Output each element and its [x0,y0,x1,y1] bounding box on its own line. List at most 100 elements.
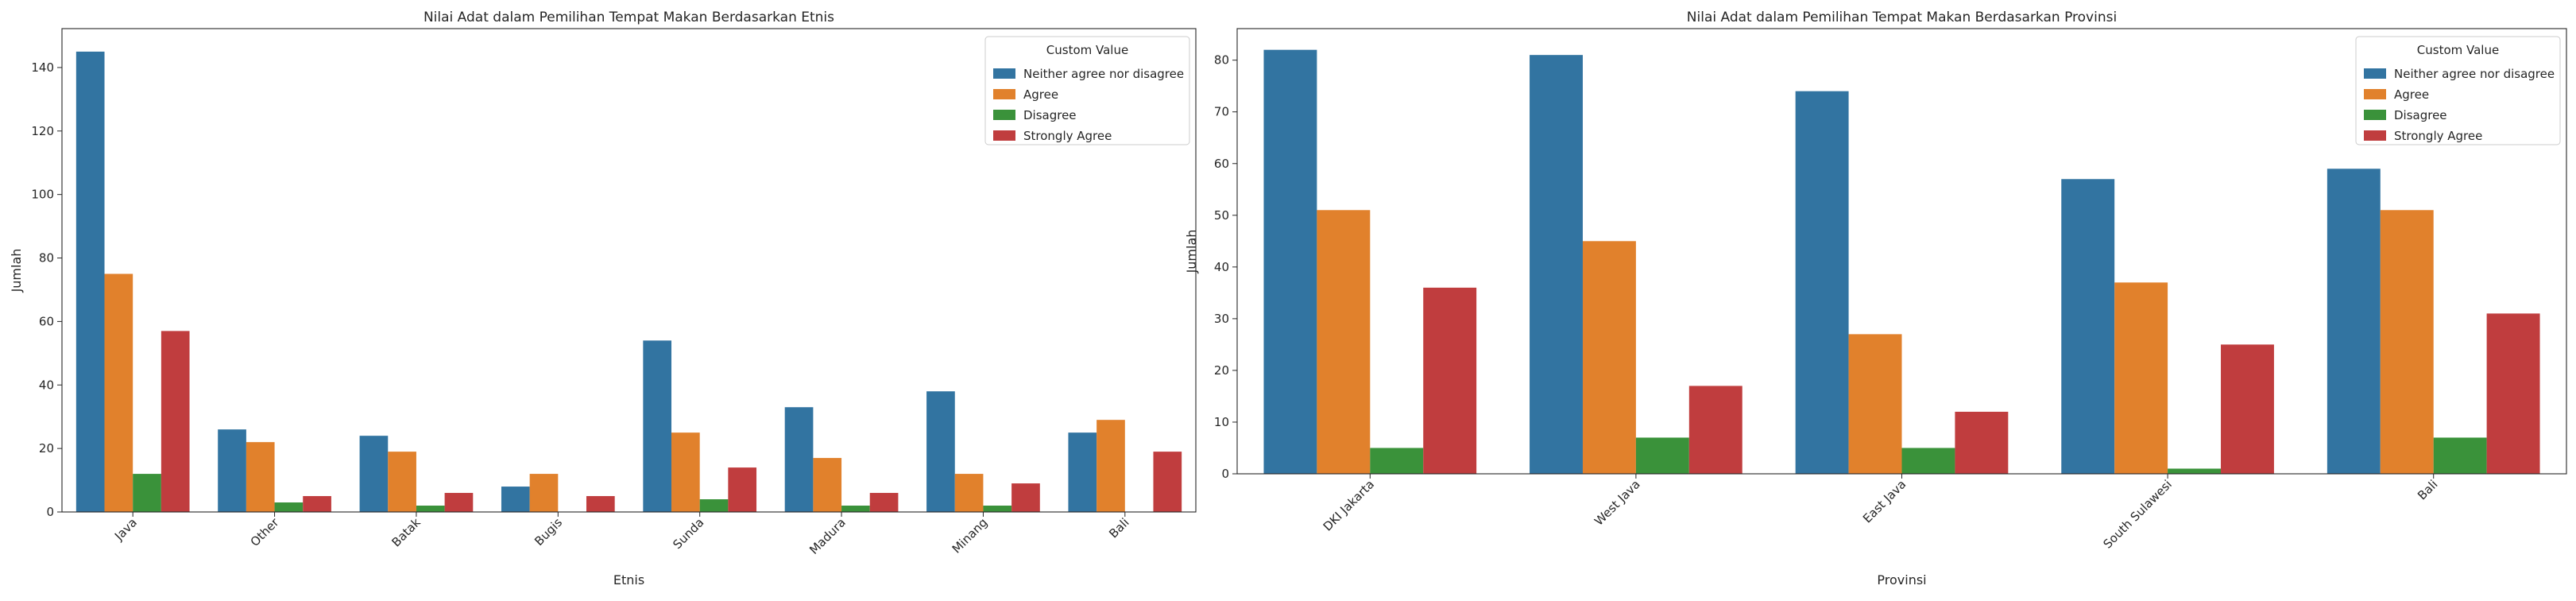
bar-batak-2 [388,452,416,512]
legend-entry: Disagree [1023,108,1077,122]
bar-minang-1 [926,391,955,512]
plot-frame [61,28,1197,513]
x-axis-label: Provinsi [1877,572,1926,587]
y-tick-label: 40 [39,378,54,392]
y-tick-label: 100 [31,188,54,202]
legend-box [2355,36,2561,145]
x-tick-label: Java [111,515,140,544]
legend: Custom Value Neither agree nor disagree Ag… [984,36,1190,145]
bar-south-sulawesi-1 [2061,179,2115,474]
bar-west-java-1 [1530,55,1583,475]
bar-other-2 [246,442,275,512]
bar-bugis-4 [586,496,615,512]
bar-east-java-4 [1955,411,2009,474]
legend-title: Custom Value [2417,43,2499,57]
legend-swatch [993,68,1015,79]
legend-swatch [2364,89,2386,99]
bars-group [75,51,1182,512]
legend: Custom Value Neither agree nor disagree Ag… [2355,36,2561,145]
bar-sunda-3 [699,499,729,512]
x-tick-label: Sunda [670,515,706,552]
legend-swatch [993,110,1015,120]
x-tick-label: South Sulawesi [2100,477,2175,552]
y-tick-label: 0 [1221,467,1229,481]
y-tick-label: 80 [39,251,54,266]
bar-madura-2 [813,458,842,512]
bar-java-4 [161,331,190,512]
y-tick-label: 120 [31,124,54,138]
bar-bali-2 [1097,420,1125,512]
bar-minang-3 [983,506,1012,512]
bar-bali-1 [2327,169,2381,474]
bar-batak-3 [416,506,445,512]
legend-entry: Neither agree nor disagree [1023,67,1184,81]
x-tick-label: Batak [389,515,424,550]
y-tick-label: 50 [1214,208,1229,223]
legend-swatch [2364,130,2386,141]
bar-other-4 [303,496,331,512]
bar-java-1 [75,51,105,512]
bar-minang-4 [1011,483,1040,512]
y-tick-label: 10 [1214,415,1229,429]
legend-entry: Disagree [2394,108,2447,122]
bar-bugis-2 [529,474,559,512]
bar-south-sulawesi-4 [2221,344,2274,474]
y-tick-label: 20 [39,441,54,456]
y-tick-label: 20 [1214,363,1229,378]
x-tick-label: Bali [2415,477,2440,502]
bar-sunda-1 [643,340,672,512]
x-tick-label: Bugis [532,515,565,549]
bar-bali-1 [1068,432,1097,512]
bar-dki-jakarta-3 [1370,448,1424,474]
legend-box [984,36,1190,145]
bar-other-3 [274,502,304,512]
bar-sunda-4 [728,467,757,512]
chart-panel-1: Nilai Adat dalam Pemilihan Tempat Makan … [9,10,1197,587]
x-tick-label: Bali [1106,515,1131,541]
legend-entry: Agree [2394,87,2429,102]
bar-east-java-3 [1901,448,1955,474]
x-tick-label: Madura [806,515,849,557]
x-tick-label: DKI Jakarta [1321,477,1377,533]
chart-panel-2: Nilai Adat dalam Pemilihan Tempat Makan … [1184,10,2567,587]
bar-java-2 [104,273,133,512]
y-axis-label: Jumlah [1184,230,1199,274]
bar-west-java-3 [1635,437,1689,474]
x-tick-label: Minang [950,515,991,556]
y-tick-label: 0 [46,505,54,519]
bar-dki-jakarta-2 [1317,210,1371,474]
legend-entry: Strongly Agree [2394,129,2482,143]
bar-batak-1 [359,436,389,512]
bar-madura-3 [841,506,870,512]
legend-entry: Strongly Agree [1023,129,1112,143]
bars-group [1263,49,2540,475]
x-axis-label: Etnis [613,572,644,587]
bar-west-java-4 [1688,386,1742,474]
x-tick-label: East Java [1860,477,1909,525]
y-tick-label: 140 [31,60,54,75]
y-tick-label: 60 [1214,157,1229,171]
legend-swatch [993,89,1015,99]
bar-east-java-1 [1795,91,1849,474]
y-tick-label: 80 [1214,53,1229,68]
legend-swatch [2364,68,2386,79]
bar-bali-4 [1153,452,1182,512]
bar-madura-1 [784,407,814,512]
bar-sunda-2 [671,432,700,512]
bar-other-1 [218,429,246,512]
bar-bali-4 [2486,313,2540,474]
chart-title: Nilai Adat dalam Pemilihan Tempat Makan … [1687,10,2117,25]
bar-batak-4 [444,493,474,512]
bar-java-3 [133,474,161,512]
y-tick-label: 40 [1214,260,1229,274]
legend-swatch [993,130,1015,141]
bar-bugis-1 [501,487,530,512]
bar-east-java-2 [1848,334,1902,474]
legend-entry: Neither agree nor disagree [2394,67,2555,81]
bar-west-java-2 [1582,241,1636,474]
bar-south-sulawesi-2 [2114,282,2168,474]
y-tick-label: 60 [39,314,54,328]
bar-bali-3 [2433,437,2487,474]
